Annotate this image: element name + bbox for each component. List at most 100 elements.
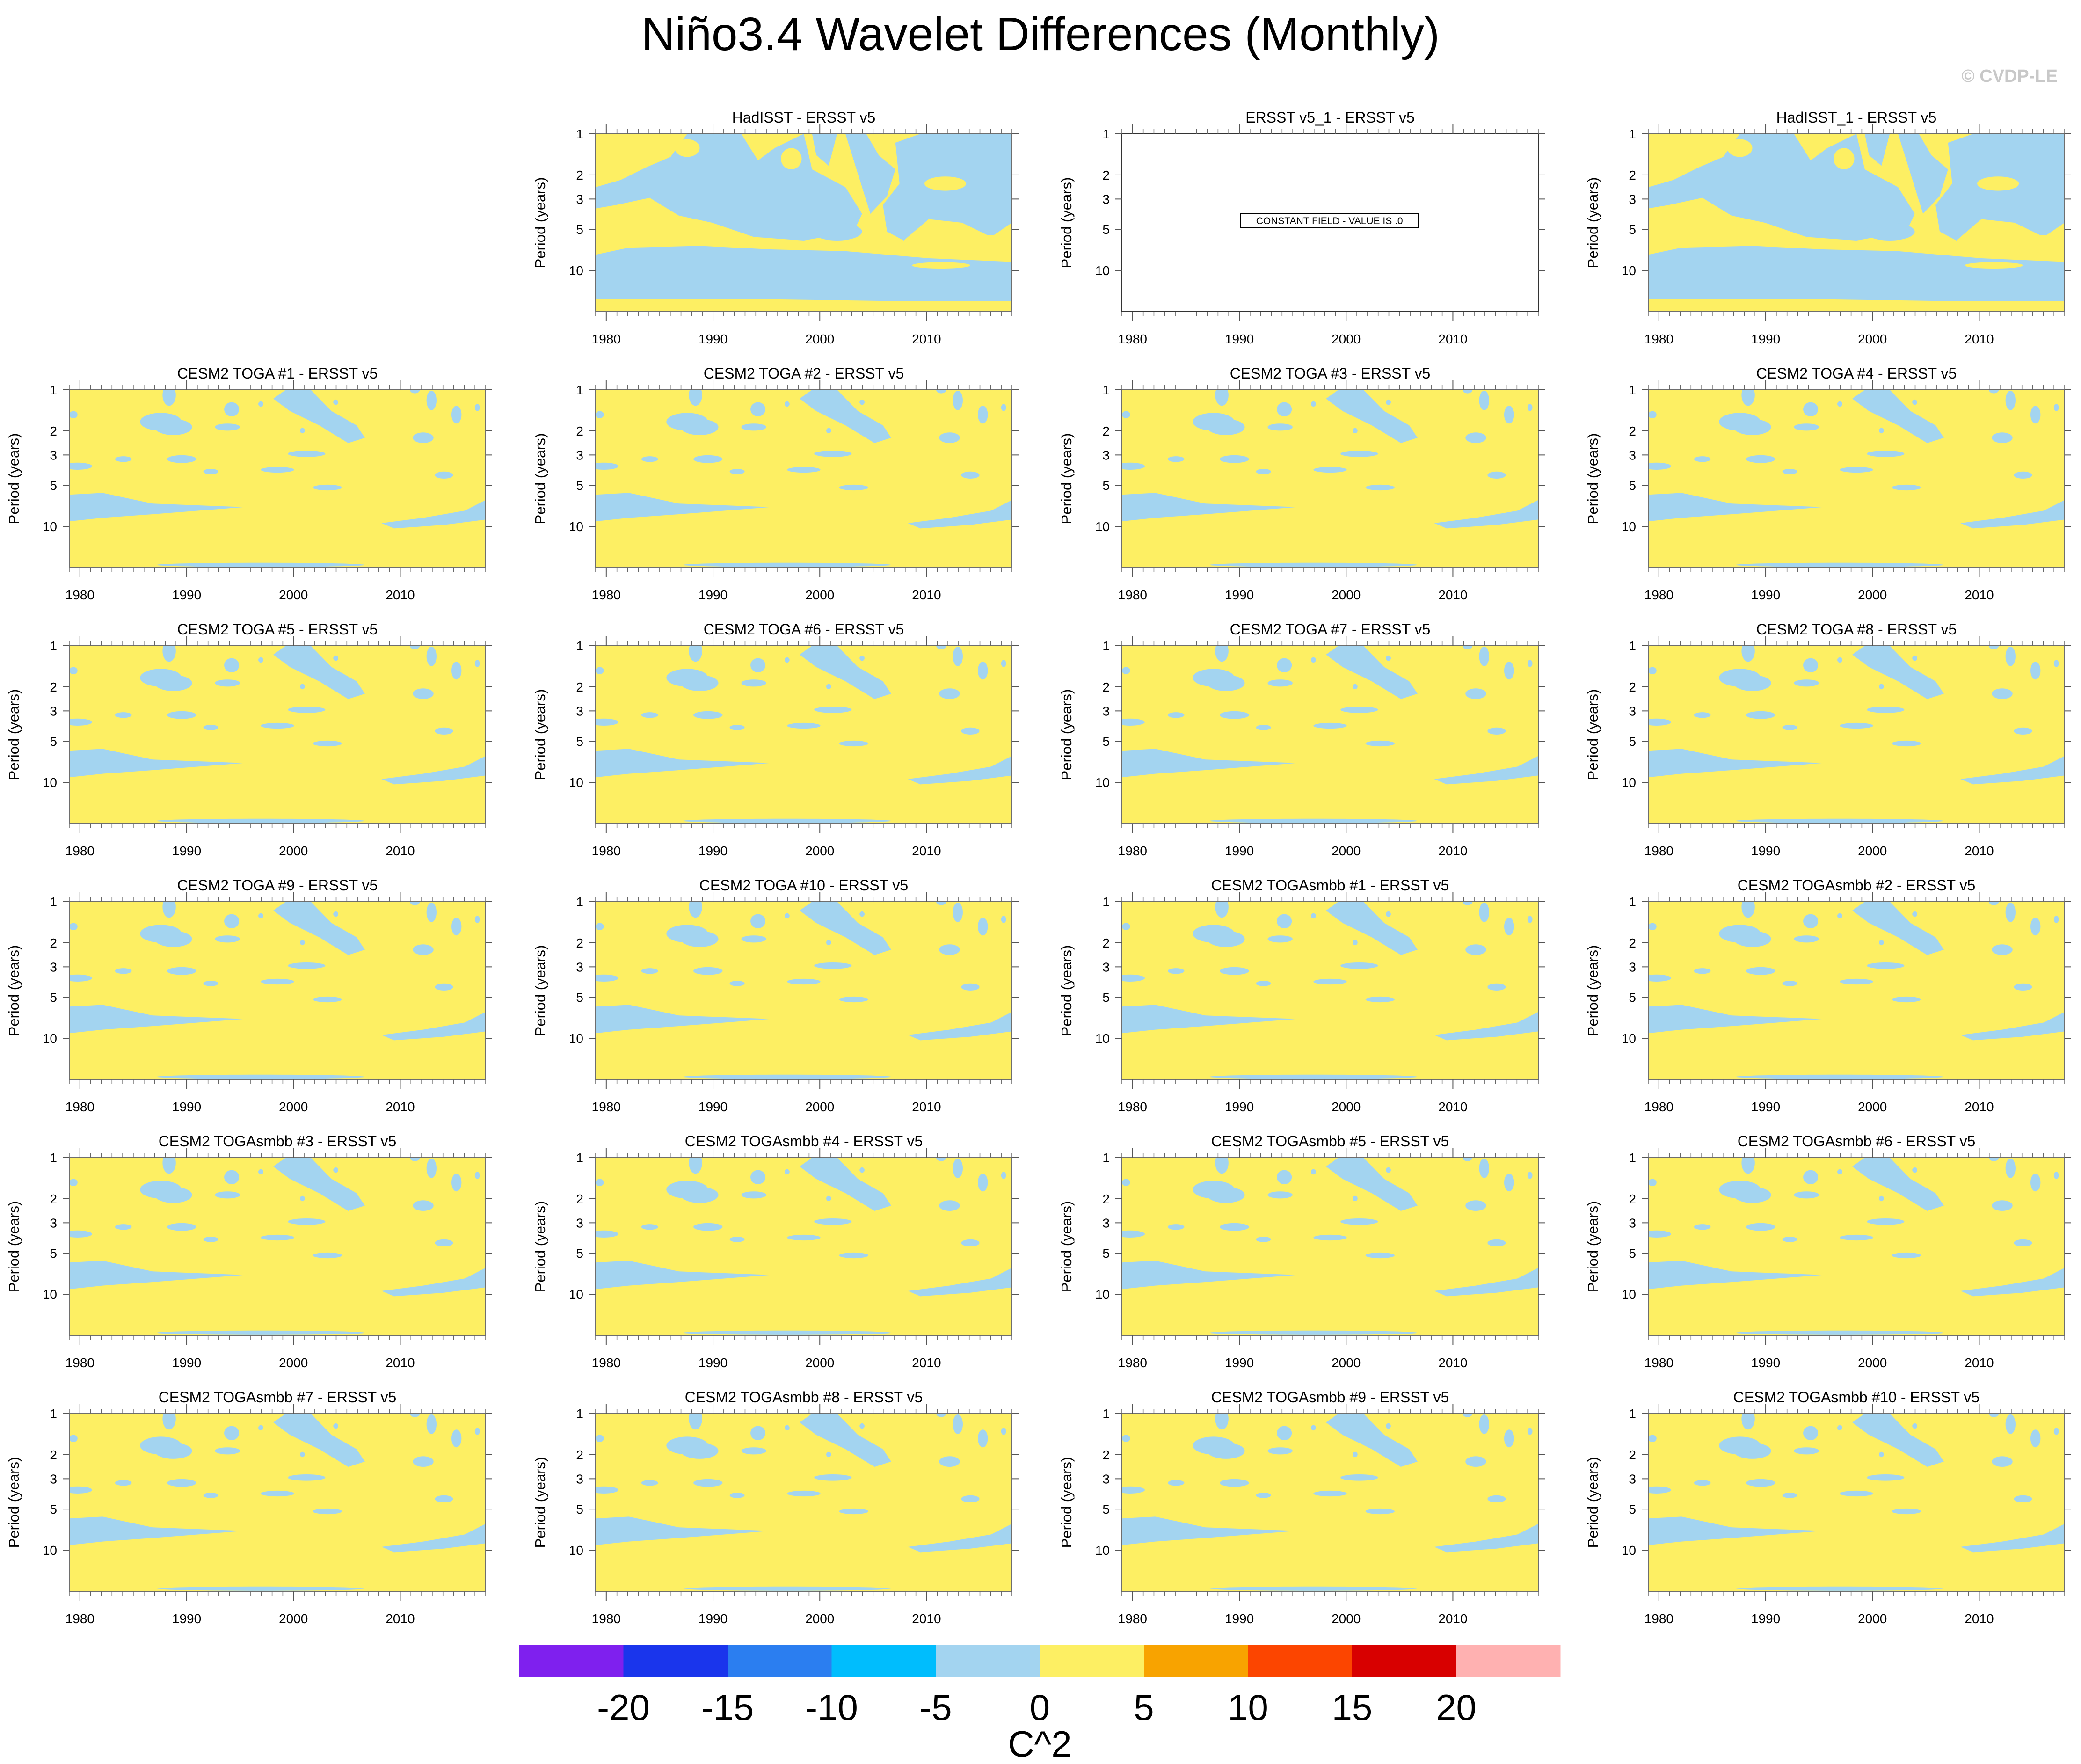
negative-region (1741, 646, 1755, 662)
negative-region (1912, 911, 1917, 917)
positive-region (1834, 148, 1855, 170)
negative-region (1277, 1170, 1292, 1184)
y-axis-label: Period (years) (1058, 1457, 1075, 1548)
negative-region (1733, 1187, 1771, 1203)
negative-region (1735, 818, 1944, 823)
y-tick-label: 1 (1102, 127, 1110, 141)
negative-region (641, 1480, 658, 1486)
panel-background (69, 646, 486, 824)
y-tick-label: 2 (576, 1192, 583, 1206)
negative-region (961, 983, 980, 991)
panel-title: CESM2 TOGAsmbb #2 - ERSST v5 (1738, 877, 1976, 894)
negative-region (261, 467, 294, 473)
panel-title: CESM2 TOGAsmbb #5 - ERSST v5 (1211, 1133, 1449, 1150)
negative-region (939, 1456, 960, 1467)
x-tick-label: 1980 (1644, 588, 1674, 602)
wavelet-panel: CESM2 TOGAsmbb #3 - ERSST v5 1 2 3 5 10 Period… (6, 1133, 492, 1370)
negative-region (1326, 390, 1418, 443)
negative-region (1892, 1508, 1921, 1515)
negative-region (413, 944, 434, 955)
negative-region (1852, 1414, 1944, 1467)
negative-region (741, 679, 766, 687)
negative-region (474, 1428, 480, 1435)
negative-region (839, 1508, 868, 1515)
negative-region (224, 1426, 240, 1440)
panel-background (69, 902, 486, 1079)
negative-region (953, 1158, 963, 1178)
negative-region (1167, 1224, 1185, 1230)
negative-region (1122, 1516, 1297, 1545)
colorbar-tick-label: 20 (1436, 1687, 1477, 1728)
negative-region (474, 404, 480, 411)
negative-region (1365, 1508, 1395, 1515)
negative-region (69, 1435, 78, 1442)
negative-region (1648, 1486, 1671, 1494)
negative-region (1340, 962, 1378, 969)
panel-background (1122, 1414, 1538, 1591)
negative-region (1989, 902, 1999, 905)
negative-region (1122, 1005, 1297, 1034)
negative-region (451, 406, 462, 424)
negative-region (596, 718, 618, 726)
y-axis-label: Period (years) (6, 1201, 22, 1292)
negative-region (1782, 981, 1797, 986)
negative-region (1794, 935, 1819, 943)
colorbar-segment (623, 1645, 728, 1677)
panel-fill (69, 902, 486, 1079)
x-tick-label: 2000 (1858, 588, 1887, 602)
panel-background (1122, 390, 1538, 568)
negative-region (1220, 711, 1249, 719)
negative-region (1960, 1523, 2065, 1553)
negative-region (826, 1195, 831, 1202)
negative-region (313, 1508, 342, 1515)
colorbar-tick-label: -15 (701, 1687, 754, 1728)
colorbar-label: C^2 (1008, 1723, 1071, 1764)
negative-region (413, 432, 434, 443)
negative-region (300, 940, 305, 946)
panel-title: CESM2 TOGA #5 - ERSST v5 (177, 621, 378, 638)
x-tick-label: 2000 (279, 588, 308, 602)
negative-region (69, 1516, 244, 1545)
negative-region (1256, 1237, 1271, 1242)
y-tick-label: 1 (1629, 895, 1636, 909)
negative-region (258, 401, 263, 407)
negative-region (683, 1330, 891, 1335)
negative-region (1803, 1426, 1819, 1440)
panel-background (596, 1414, 1012, 1591)
x-tick-label: 1980 (592, 588, 621, 602)
y-tick-label: 1 (1629, 1151, 1636, 1165)
y-tick-label: 2 (1102, 1192, 1110, 1206)
y-tick-label: 5 (1102, 1246, 1110, 1261)
panel-fill (69, 390, 486, 568)
y-tick-label: 1 (1102, 895, 1110, 909)
negative-region (1837, 657, 1842, 663)
negative-region (2005, 390, 2016, 410)
panel-background (69, 1158, 486, 1335)
negative-region (167, 455, 196, 463)
negative-region (1741, 1158, 1755, 1174)
negative-region (800, 646, 891, 699)
negative-region (1898, 134, 1948, 214)
negative-region (1365, 996, 1395, 1003)
y-tick-label: 2 (576, 424, 583, 438)
y-axis-label: Period (years) (532, 1201, 548, 1292)
negative-region (69, 1486, 92, 1494)
wavelet-panel: CESM2 TOGA #7 - ERSST v5 1 2 3 5 10 Period (ye… (1058, 621, 1545, 858)
y-tick-label: 1 (1629, 1407, 1636, 1421)
y-axis-label: Period (years) (1585, 689, 1601, 780)
x-tick-label: 1990 (172, 1100, 201, 1114)
negative-region (1837, 1169, 1842, 1175)
negative-region (1001, 1172, 1006, 1179)
y-tick-label: 10 (43, 775, 57, 790)
negative-region (683, 562, 891, 567)
panel-frame (69, 645, 486, 824)
x-tick-label: 1980 (592, 844, 621, 858)
negative-region (154, 1187, 192, 1203)
negative-region (814, 1218, 852, 1225)
negative-region (313, 996, 342, 1003)
y-axis-label: Period (years) (6, 433, 22, 525)
negative-region (300, 1451, 305, 1458)
negative-region (154, 419, 192, 435)
x-tick-label: 2010 (1438, 1100, 1467, 1114)
y-tick-label: 10 (569, 1031, 583, 1046)
